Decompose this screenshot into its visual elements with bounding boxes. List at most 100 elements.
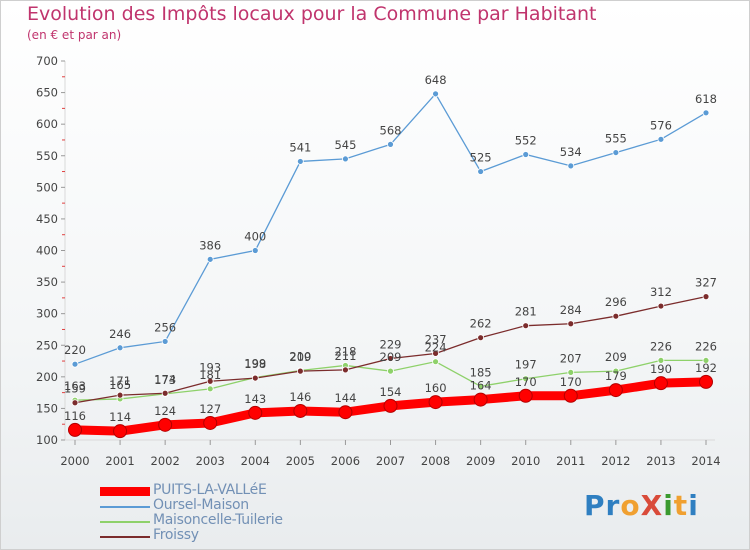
legend: PUITS-LA-VALLéE Oursel-Maison Maisoncell… <box>100 482 360 544</box>
x-tick-label: 2000 <box>60 454 89 468</box>
data-labels-layer: 116 114 124 127 143 146 144 154 160 164 170 170 179 1… <box>64 73 717 424</box>
y-tick-label: 250 <box>36 338 58 352</box>
data-point <box>612 149 620 156</box>
legend-item: PUITS-LA-VALLéE <box>100 482 360 499</box>
y-tick-label: 450 <box>36 212 58 226</box>
x-tick-label: 2006 <box>331 454 360 468</box>
data-label: 124 <box>154 404 176 418</box>
data-label: 648 <box>425 73 447 87</box>
data-label: 146 <box>289 390 311 404</box>
data-point <box>702 293 710 301</box>
data-label: 218 <box>334 344 356 358</box>
chart-subtitle: (en € et par an) <box>27 28 122 42</box>
legend-swatch <box>100 536 150 538</box>
y-tick-label: 500 <box>36 180 58 194</box>
data-point <box>251 374 259 382</box>
data-label: 568 <box>380 123 402 137</box>
data-label: 173 <box>154 373 176 387</box>
data-point <box>567 369 575 376</box>
data-point <box>161 389 169 397</box>
data-point <box>522 322 530 330</box>
x-tick-label: 2014 <box>691 454 720 468</box>
data-label: 207 <box>560 351 582 365</box>
data-label: 185 <box>470 365 492 379</box>
data-point <box>653 376 668 391</box>
data-label: 534 <box>560 145 582 159</box>
data-point <box>116 391 124 399</box>
data-point <box>158 417 173 432</box>
data-label: 210 <box>289 350 311 364</box>
x-tick-label: 2007 <box>376 454 405 468</box>
data-point <box>342 366 349 374</box>
legend-swatch <box>100 521 150 523</box>
legend-label: Froissy <box>153 527 199 543</box>
data-label: 190 <box>650 362 672 376</box>
data-label: 154 <box>380 385 402 399</box>
data-point <box>161 338 169 345</box>
data-label: 193 <box>199 360 221 374</box>
data-label: 400 <box>244 230 266 244</box>
data-point <box>203 415 218 430</box>
data-point <box>657 357 665 364</box>
data-point <box>206 377 214 385</box>
data-point <box>383 398 398 413</box>
y-tick-label: 400 <box>36 244 58 258</box>
series-layer <box>68 90 713 439</box>
data-label: 226 <box>650 339 672 353</box>
data-point <box>206 255 214 263</box>
data-point <box>522 151 530 158</box>
legend-label: PUITS-LA-VALLéE <box>153 482 267 498</box>
legend-label: Maisoncelle-Tuilerie <box>153 512 283 528</box>
data-point <box>477 334 485 342</box>
data-label: 160 <box>425 381 447 395</box>
data-label: 170 <box>560 375 582 389</box>
data-label: 237 <box>425 332 447 346</box>
y-tick-label: 100 <box>36 433 58 447</box>
legend-item: Oursel-Maison <box>100 497 360 514</box>
data-label: 163 <box>64 379 86 393</box>
data-label: 296 <box>605 295 627 309</box>
data-point <box>206 385 214 393</box>
data-point <box>251 247 259 254</box>
data-label: 327 <box>695 276 717 290</box>
data-label: 211 <box>334 349 356 363</box>
data-point <box>612 367 620 375</box>
legend-swatch <box>100 487 150 496</box>
data-point <box>296 158 304 165</box>
data-label: 552 <box>515 133 537 147</box>
data-label: 198 <box>244 357 266 371</box>
data-label: 179 <box>605 369 627 383</box>
data-label: 197 <box>515 358 537 372</box>
data-label: 165 <box>109 378 131 392</box>
data-point <box>567 162 575 170</box>
data-point <box>387 140 394 148</box>
proxiti-logo: ProXiti <box>584 489 699 522</box>
data-label: 262 <box>470 317 492 331</box>
data-point <box>432 350 439 357</box>
data-label: 144 <box>334 391 356 405</box>
data-label: 209 <box>605 350 627 364</box>
legend-label: Oursel-Maison <box>153 497 249 513</box>
data-label: 284 <box>560 303 582 317</box>
y-tick-label: 150 <box>36 401 58 415</box>
legend-item: Maisoncelle-Tuilerie <box>100 512 360 529</box>
data-point <box>248 405 263 420</box>
data-point <box>657 302 665 310</box>
data-point <box>657 135 665 143</box>
data-point <box>522 375 530 383</box>
x-tick-label: 2010 <box>511 454 540 468</box>
data-label: 386 <box>199 238 221 252</box>
data-label: 199 <box>244 356 266 370</box>
data-label: 220 <box>64 343 86 357</box>
data-point <box>432 90 439 98</box>
x-tick-label: 2003 <box>196 454 225 468</box>
data-point <box>477 382 485 390</box>
data-point <box>477 168 485 175</box>
data-point <box>612 312 620 320</box>
data-label: 525 <box>470 151 492 165</box>
data-label: 226 <box>695 339 717 353</box>
y-tick-label: 550 <box>36 149 58 163</box>
axes-layer: 100 150 200 250 300 350 400 450 500 550 600 650 700 2… <box>36 54 721 468</box>
data-point <box>428 395 443 410</box>
